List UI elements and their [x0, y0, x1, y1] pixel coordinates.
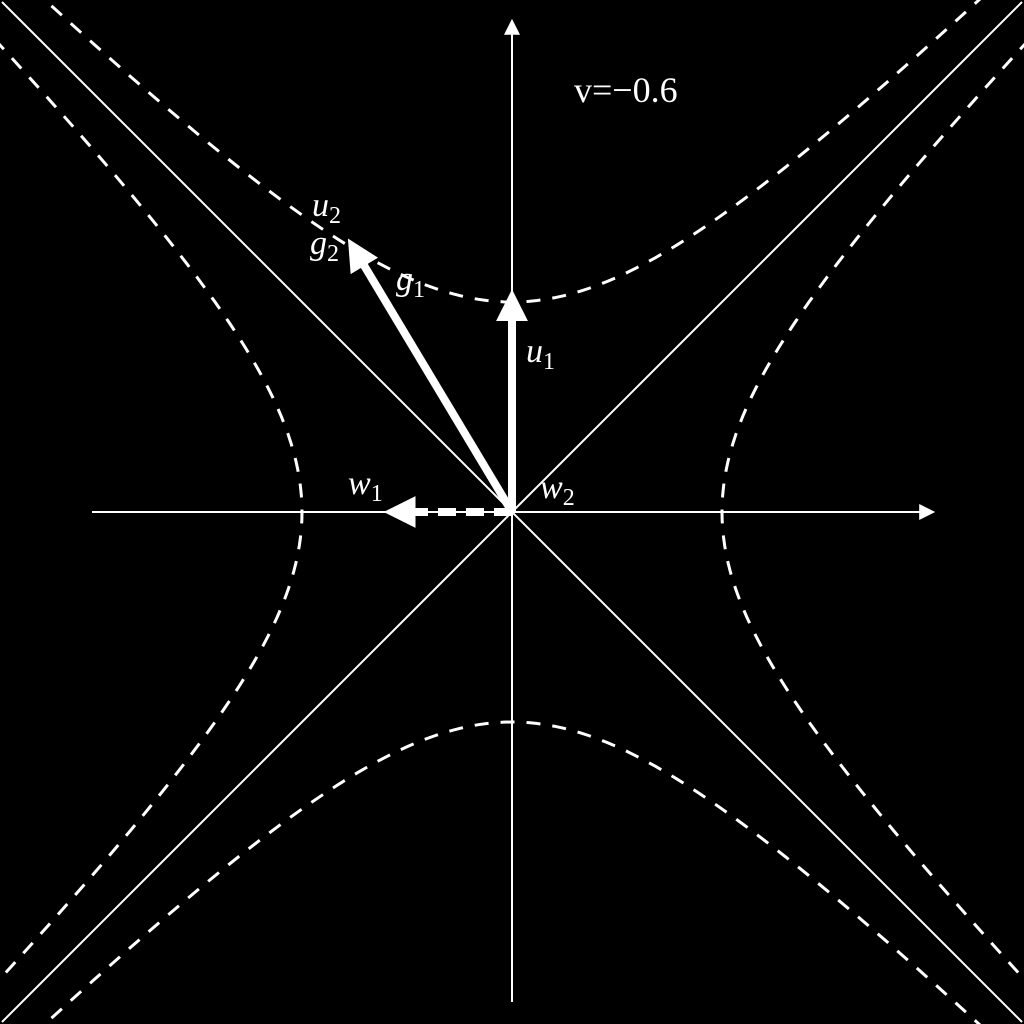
spacetime-diagram: u1u2g2g1w1w2v=−0.6 — [0, 0, 1024, 1024]
title: v=−0.6 — [574, 70, 678, 110]
